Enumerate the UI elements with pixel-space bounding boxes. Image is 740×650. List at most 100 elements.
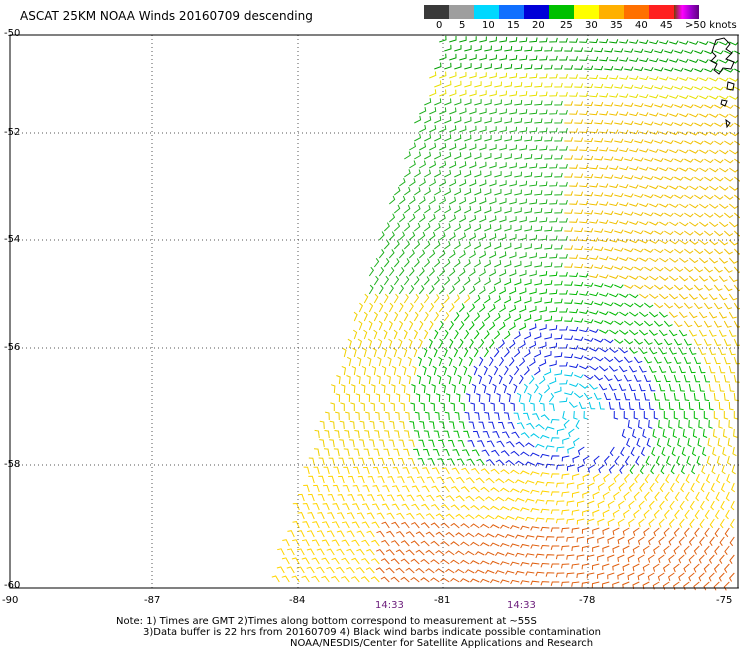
wind-barb <box>689 203 699 209</box>
wind-barb <box>474 277 481 286</box>
wind-barb <box>449 89 457 97</box>
wind-barb <box>689 239 699 245</box>
wind-barb <box>504 278 512 286</box>
wind-barb <box>633 338 643 345</box>
wind-barb <box>574 119 584 124</box>
wind-barb <box>619 147 629 153</box>
wind-barb <box>378 284 384 295</box>
wind-barb <box>668 401 674 411</box>
wind-barb <box>454 62 462 70</box>
wind-barb <box>649 239 659 244</box>
wind-barb <box>469 107 477 115</box>
wind-barb <box>470 486 480 493</box>
wind-barb <box>395 549 405 556</box>
wind-barb <box>550 527 560 532</box>
wind-barb <box>673 374 681 383</box>
wind-barb <box>654 284 664 290</box>
wind-barb <box>386 512 395 520</box>
wind-barb <box>323 466 330 475</box>
wind-barb <box>653 356 662 364</box>
wind-barb <box>555 554 565 560</box>
wind-barb <box>423 430 430 439</box>
wind-barb <box>669 221 679 227</box>
wind-barb <box>629 93 639 99</box>
wind-barb <box>483 330 490 340</box>
wind-barb <box>373 293 379 304</box>
wind-barb <box>357 356 362 367</box>
note-line: Note: 1) Times are GMT 2)Times along bot… <box>116 616 537 627</box>
wind-barb <box>637 554 645 563</box>
wind-barb <box>368 302 374 313</box>
wind-barb <box>579 236 589 242</box>
wind-barb <box>377 356 382 367</box>
wind-barb <box>524 46 533 52</box>
wind-barb <box>529 358 536 367</box>
wind-barb <box>463 276 471 286</box>
wind-barb <box>403 347 408 358</box>
wind-barb <box>654 473 660 484</box>
wind-barb <box>407 457 415 466</box>
wind-barb <box>613 491 620 501</box>
wind-barb <box>510 506 520 511</box>
wind-barb <box>356 512 365 520</box>
wind-barb <box>540 414 550 421</box>
wind-barb <box>494 295 501 304</box>
wind-barb <box>492 383 497 394</box>
wind-barb <box>589 74 599 80</box>
wind-barb <box>405 567 415 574</box>
wind-barb <box>599 56 609 62</box>
wind-barb <box>619 257 629 262</box>
wind-barb <box>544 244 553 250</box>
wind-barb <box>581 581 590 588</box>
wind-barb <box>579 346 589 351</box>
wind-barb <box>539 270 548 277</box>
wind-barb <box>555 518 565 524</box>
wind-barb <box>638 347 648 355</box>
wind-barb <box>730 500 735 511</box>
wind-barb <box>683 545 690 555</box>
wind-barb <box>703 545 710 555</box>
wind-barb <box>544 262 553 268</box>
wind-barb <box>564 281 573 286</box>
wind-barb <box>549 271 558 277</box>
wind-barb <box>671 446 676 457</box>
wind-barb <box>566 482 575 489</box>
legend-label: 40 <box>635 20 648 31</box>
wind-barb <box>381 365 387 376</box>
wind-barb <box>499 36 508 43</box>
wind-barb <box>383 293 389 304</box>
wind-barb <box>623 473 630 483</box>
wind-barb <box>544 280 553 286</box>
wind-barb <box>490 524 500 529</box>
wind-barb <box>544 190 553 196</box>
wind-barb <box>445 550 455 556</box>
wind-barb <box>539 306 547 313</box>
wind-barb <box>733 284 740 292</box>
wind-barb <box>286 566 295 574</box>
wind-barb <box>653 338 663 346</box>
wind-barb <box>673 338 683 346</box>
wind-barb <box>659 149 669 154</box>
wind-barb <box>556 464 565 470</box>
wind-barb <box>485 533 495 538</box>
wind-barb <box>549 342 558 349</box>
wind-barb <box>419 142 427 151</box>
wind-barb <box>455 513 465 520</box>
wind-barb <box>649 482 655 492</box>
wind-barb <box>534 118 543 124</box>
wind-barb <box>510 488 520 493</box>
legend-label: 0 <box>436 20 443 31</box>
wind-barb <box>382 347 387 358</box>
wind-barb <box>709 167 719 173</box>
wind-barb <box>451 467 460 475</box>
wind-barb <box>416 476 425 484</box>
wind-barb <box>544 226 553 232</box>
wind-barb <box>403 258 410 268</box>
wind-barb <box>724 176 734 182</box>
wind-barb <box>356 375 361 385</box>
wind-barb <box>514 331 521 340</box>
wind-barb <box>689 500 695 511</box>
wind-barb <box>389 420 395 430</box>
wind-barb <box>333 466 340 475</box>
wind-barb <box>509 108 518 115</box>
